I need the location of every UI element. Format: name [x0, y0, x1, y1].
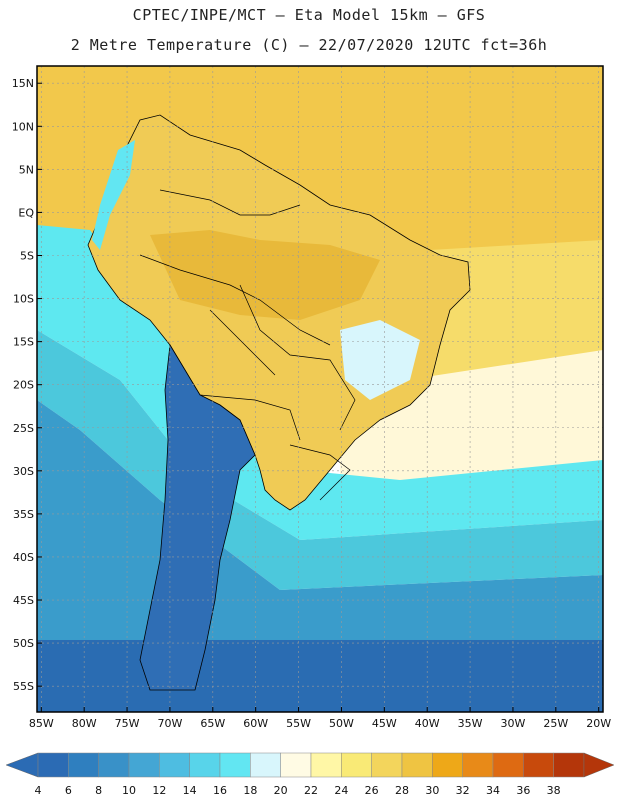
lat-label: 10N: [12, 120, 34, 133]
map-frame: [36, 65, 604, 713]
colorbar-label: 22: [304, 784, 318, 797]
colorbar-box: [462, 752, 494, 778]
colorbar-box: [68, 752, 99, 778]
lon-label: 50W: [329, 717, 354, 730]
lon-label: 35W: [458, 717, 483, 730]
lon-label: 30W: [501, 717, 526, 730]
lon-label: 45W: [372, 717, 397, 730]
colorbar-box: [401, 752, 433, 778]
colorbar-boxes: [5, 752, 615, 778]
colorbar-box: [37, 752, 69, 778]
lon-label: 20W: [586, 717, 611, 730]
colorbar-label: 38: [547, 784, 561, 797]
latitude-labels: 15N 10N 5N EQ 5S 10S 15S 20S 25S 30S 35S 40S 45S 50S 5…: [12, 77, 42, 693]
colorbar-labels: 4 6 8 10 12 14 16 18 20 22 24 26 28 30 32 34 36 38: [35, 784, 561, 797]
map-title-line-2: 2 Metre Temperature (C) – 22/07/2020 12U…: [70, 36, 548, 54]
colorbar-label: 32: [456, 784, 470, 797]
ocean-far-south-band: [37, 640, 603, 712]
lon-label: 65W: [200, 717, 225, 730]
lat-label: 20S: [13, 379, 34, 392]
colorbar-box: [553, 752, 585, 778]
brazil-highlands-cool: [340, 320, 420, 400]
lon-label: 25W: [543, 717, 568, 730]
temperature-map: 15N 10N 5N EQ 5S 10S 15S 20S 25S 30S 35S 40S 45S 50S 5…: [12, 65, 611, 730]
colorbar-label: 30: [425, 784, 439, 797]
lat-label: 5S: [20, 249, 34, 262]
colorbar-label: 24: [334, 784, 348, 797]
colorbar-label: 14: [183, 784, 197, 797]
lat-label: 10S: [13, 293, 34, 306]
lat-label: 15S: [13, 336, 34, 349]
colorbar-box: [280, 752, 312, 778]
colorbar-label: 18: [243, 784, 257, 797]
temperature-colorbar: 4 6 8 10 12 14 16 18 20 22 24 26 28 30 32 34 36 38: [5, 752, 615, 797]
colorbar-label: 26: [365, 784, 379, 797]
colorbar-label: 12: [152, 784, 166, 797]
colorbar-label: 6: [65, 784, 72, 797]
colorbar-box: [310, 752, 342, 778]
lat-label: 5N: [19, 163, 34, 176]
southern-cone-land: [139, 343, 256, 691]
lat-label: 30S: [13, 465, 34, 478]
lat-label: 25S: [13, 422, 34, 435]
colorbar-box: [189, 752, 221, 778]
colorbar-box: [523, 752, 554, 778]
colorbar-min-arrow: [5, 752, 39, 778]
country-borders: [139, 189, 356, 501]
colorbar-box: [98, 752, 130, 778]
lon-label: 85W: [29, 717, 54, 730]
colorbar-label: 28: [395, 784, 409, 797]
lon-label: 75W: [115, 717, 140, 730]
lat-label: 40S: [13, 551, 34, 564]
colorbar-max-arrow: [583, 752, 615, 778]
andes-cold-strip: [92, 140, 135, 250]
colorbar-label: 8: [95, 784, 102, 797]
lon-label: 60W: [243, 717, 268, 730]
lon-label: 40W: [415, 717, 440, 730]
lat-label: 15N: [12, 77, 34, 90]
lat-label: 45S: [13, 594, 34, 607]
colorbar-label: 36: [516, 784, 530, 797]
map-field: [37, 66, 603, 712]
colorbar-box: [219, 752, 251, 778]
map-title-line-1: CPTEC/INPE/MCT – Eta Model 15km – GFS: [132, 6, 486, 24]
lat-label: 50S: [13, 637, 34, 650]
ocean-teal-band: [37, 330, 603, 590]
lon-label: 70W: [157, 717, 182, 730]
colorbar-label: 20: [274, 784, 288, 797]
colorbar-box: [250, 752, 281, 778]
colorbar-box: [432, 752, 463, 778]
lat-label: EQ: [18, 206, 34, 219]
colorbar-box: [341, 752, 372, 778]
colorbar-label: 34: [486, 784, 500, 797]
colorbar-box: [128, 752, 160, 778]
lat-label: 35S: [13, 508, 34, 521]
lon-label: 55W: [286, 717, 311, 730]
colorbar-box: [371, 752, 403, 778]
colorbar-label: 16: [213, 784, 227, 797]
lat-label: 55S: [13, 680, 34, 693]
amazon-warm-region: [150, 230, 380, 320]
colorbar-label: 4: [35, 784, 42, 797]
lon-label: 80W: [72, 717, 97, 730]
colorbar-box: [159, 752, 190, 778]
longitude-labels: 85W 80W 75W 70W 65W 60W 55W 50W 45W 40W 35W 30W 25W 2…: [29, 707, 611, 730]
colorbar-label: 10: [122, 784, 136, 797]
colorbar-box: [492, 752, 524, 778]
graticule-grid: [37, 66, 603, 712]
